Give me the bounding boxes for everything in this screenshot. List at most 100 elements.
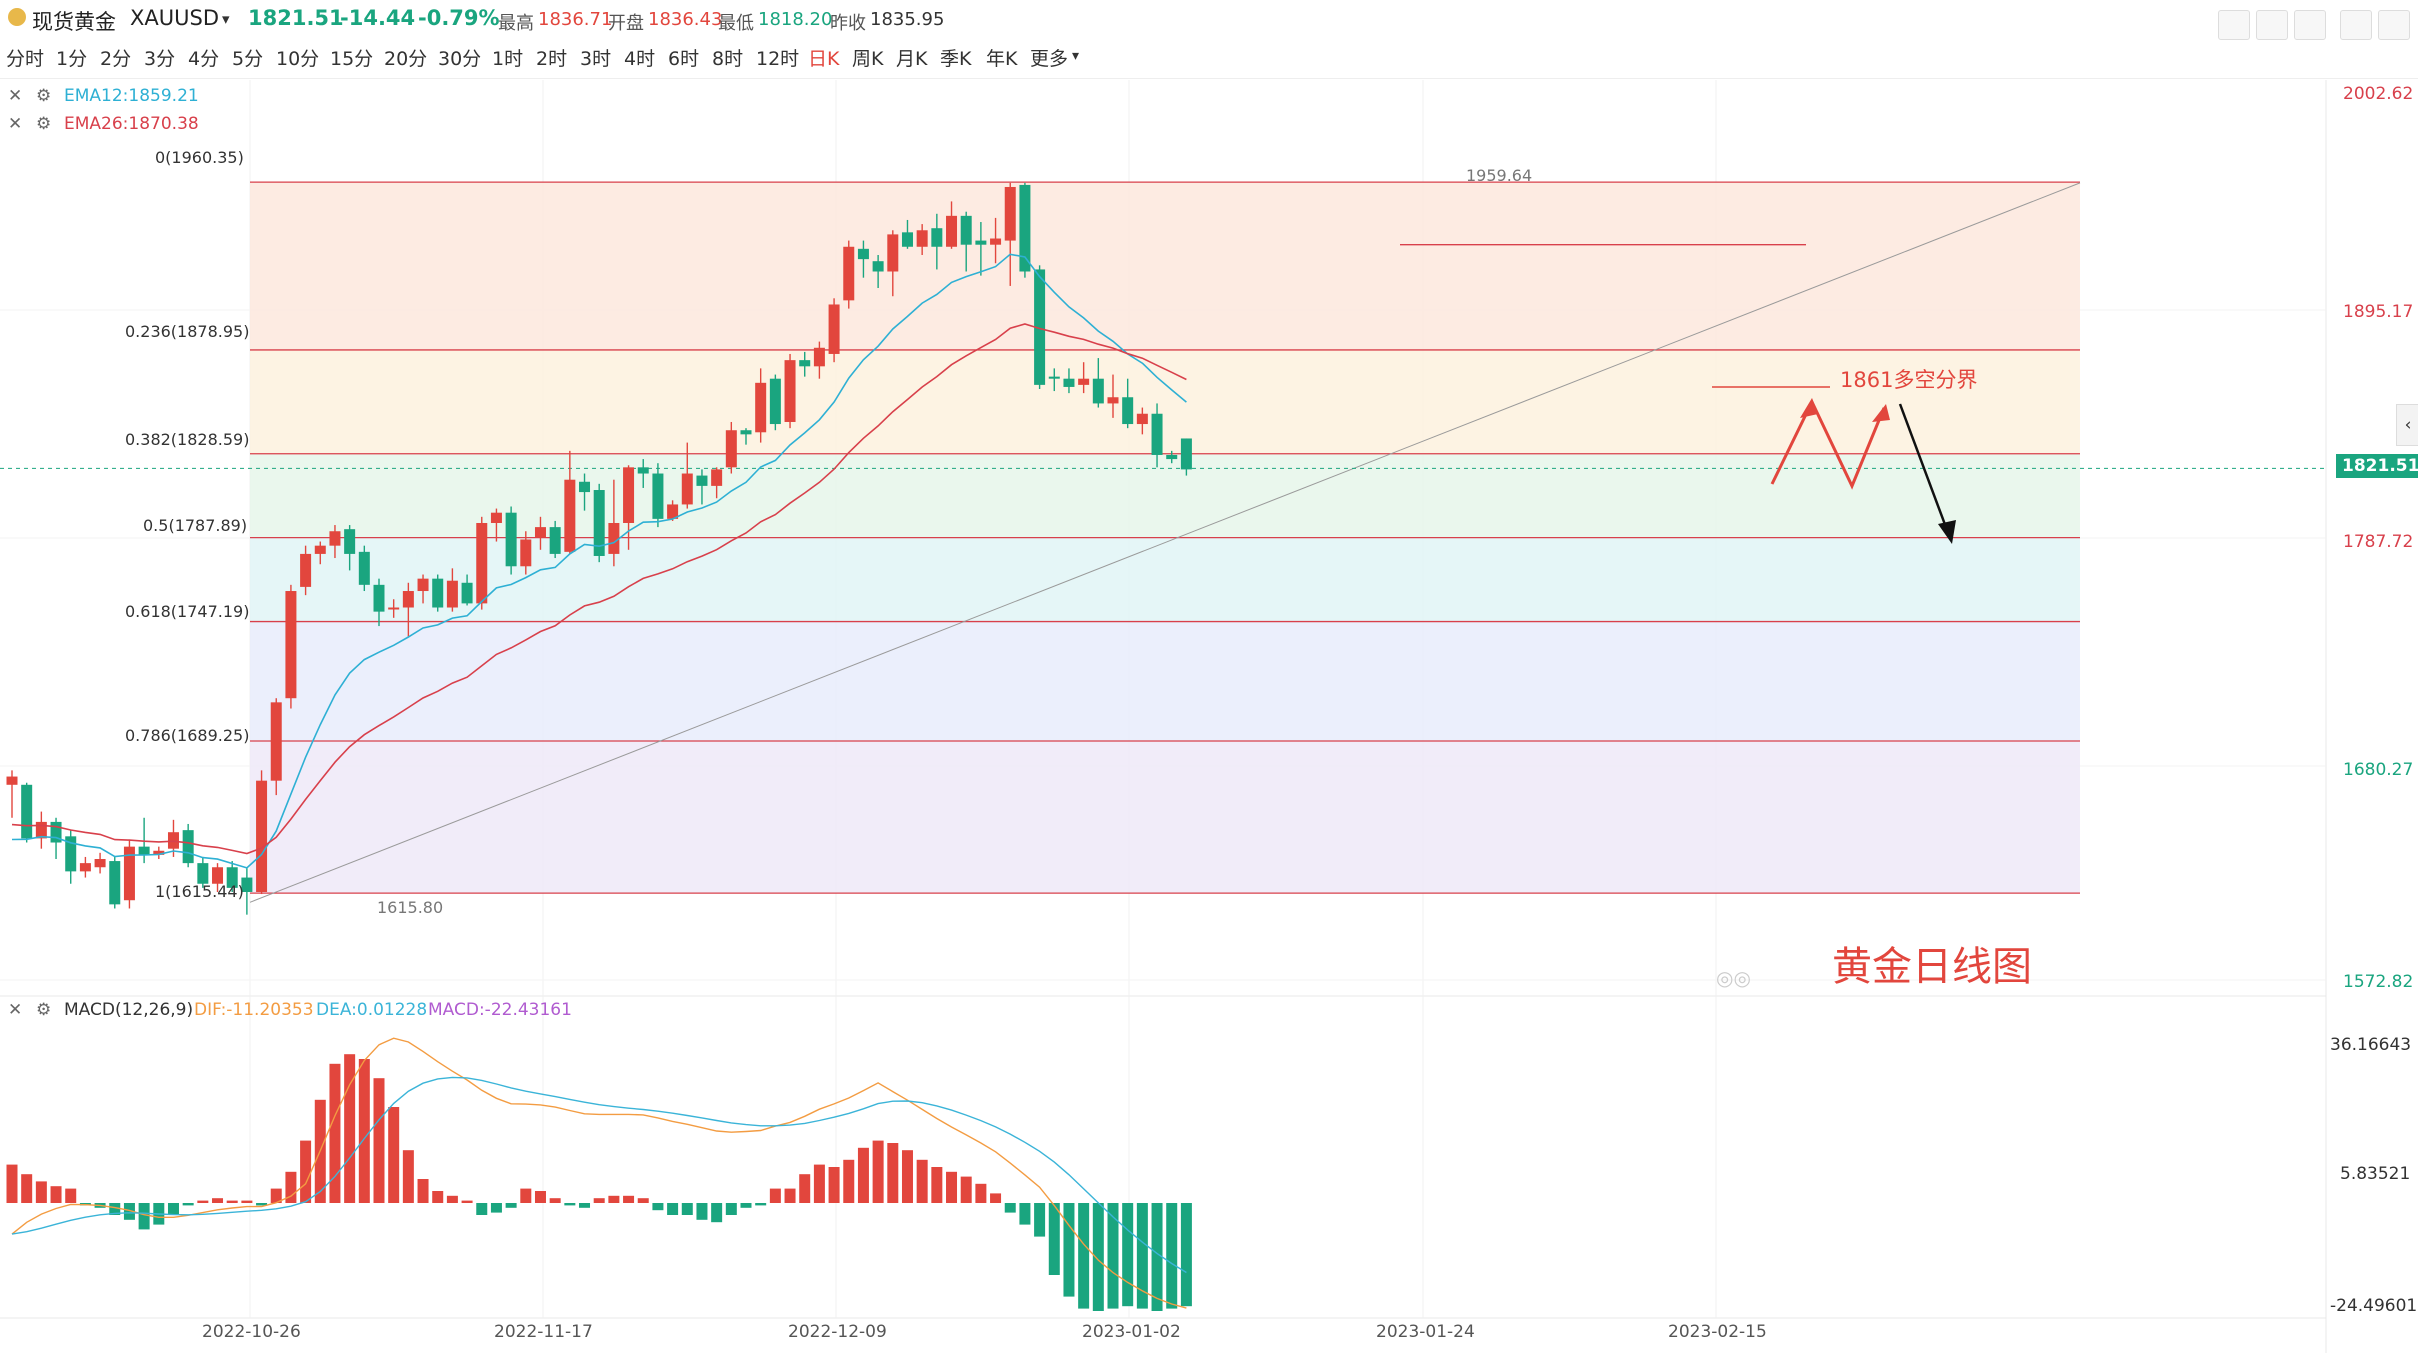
- candle-body-27: [402, 591, 414, 608]
- macd-bar-77: [1136, 1203, 1148, 1309]
- macd-name: MACD(12,26,9): [64, 1000, 194, 1020]
- tf-6[interactable]: 10分: [276, 48, 320, 70]
- macd-bar-39: [579, 1203, 591, 1208]
- candle-body-10: [153, 850, 165, 855]
- candle-body-0: [6, 776, 18, 785]
- chart-caption: 黄金日线图: [1832, 944, 2032, 990]
- tf-10[interactable]: 1时: [492, 48, 524, 70]
- settings-icon[interactable]: [2378, 10, 2410, 40]
- symbol-code[interactable]: XAUUSD: [130, 6, 219, 30]
- tf-1[interactable]: 1分: [56, 48, 88, 70]
- macd-bar-52: [769, 1188, 781, 1203]
- tf-22[interactable]: 更多: [1030, 48, 1069, 70]
- tf-5[interactable]: 5分: [232, 48, 264, 70]
- ema26-line: [11, 323, 1187, 855]
- candle-body-4: [65, 836, 77, 872]
- macd-bar-66: [975, 1183, 987, 1203]
- macd-bar-80: [1180, 1203, 1192, 1307]
- ema12-settings-icon[interactable]: ⚙: [36, 86, 52, 106]
- candle-body-53: [784, 360, 796, 422]
- macd-axis-label-2: -24.49601: [2330, 1296, 2418, 1316]
- ema26-legend: EMA26:1870.38: [64, 114, 199, 134]
- macd-bar-50: [740, 1203, 752, 1208]
- candle-body-28: [417, 578, 429, 592]
- macd-bar-75: [1107, 1203, 1119, 1309]
- tf-3[interactable]: 3分: [144, 48, 176, 70]
- tf-7[interactable]: 15分: [330, 48, 374, 70]
- tf-9[interactable]: 30分: [438, 48, 482, 70]
- macd-bar-35: [520, 1188, 532, 1203]
- candle-body-51: [755, 382, 767, 433]
- tf-13[interactable]: 4时: [624, 48, 656, 70]
- tf-11[interactable]: 2时: [536, 48, 568, 70]
- tf-17[interactable]: 日K: [808, 48, 840, 70]
- candle-body-62: [916, 230, 928, 247]
- macd-bar-33: [490, 1203, 502, 1213]
- macd-bar-1: [21, 1174, 33, 1203]
- tf-19[interactable]: 月K: [896, 48, 928, 70]
- tf-4[interactable]: 4分: [188, 48, 220, 70]
- candle-body-58: [857, 248, 869, 260]
- tf-21[interactable]: 年K: [986, 48, 1018, 70]
- candle-body-29: [432, 578, 444, 608]
- fib-label-0: 0(1960.35): [155, 148, 244, 167]
- fib-band-2: [250, 453, 2080, 538]
- candle-body-67: [990, 238, 1002, 245]
- macd-bar-78: [1151, 1203, 1163, 1311]
- candle-type-icon[interactable]: [2294, 10, 2326, 40]
- remove-ema26-icon[interactable]: ✕: [8, 114, 23, 134]
- candle-body-72: [1063, 378, 1075, 387]
- macd-bar-22: [329, 1063, 341, 1203]
- fib-label-1: 0.236(1878.95): [125, 322, 250, 341]
- candle-body-25: [373, 584, 385, 612]
- more-dropdown-icon[interactable]: ▾: [1072, 48, 1080, 64]
- macd-settings-icon[interactable]: ⚙: [36, 1000, 52, 1020]
- candle-body-50: [740, 430, 752, 435]
- candle-body-57: [843, 246, 855, 301]
- ema26-settings-icon[interactable]: ⚙: [36, 114, 52, 134]
- fib-label-3: 0.5(1787.89): [143, 516, 248, 535]
- macd-bar-76: [1122, 1203, 1134, 1307]
- remove-macd-icon[interactable]: ✕: [8, 1000, 23, 1020]
- line-tool-icon[interactable]: [2218, 10, 2250, 40]
- macd-bar-8: [123, 1203, 135, 1220]
- tf-15[interactable]: 8时: [712, 48, 744, 70]
- price-axis-label-3: 1680.27: [2343, 760, 2414, 780]
- tf-20[interactable]: 季K: [940, 48, 972, 70]
- tf-18[interactable]: 周K: [852, 48, 884, 70]
- macd-bar-57: [843, 1159, 855, 1203]
- date-label-1: 2022-11-17: [494, 1322, 593, 1342]
- remove-ema12-icon[interactable]: ✕: [8, 86, 23, 106]
- fullscreen-icon[interactable]: [2340, 10, 2372, 40]
- macd-bar-46: [681, 1203, 693, 1215]
- tf-0[interactable]: 分时: [6, 48, 45, 70]
- tf-2[interactable]: 2分: [100, 48, 132, 70]
- collapse-panel-icon[interactable]: ‹: [2396, 404, 2418, 446]
- macd-bar-3: [50, 1186, 62, 1203]
- tf-14[interactable]: 6时: [668, 48, 700, 70]
- macd-bar-2: [35, 1181, 47, 1203]
- tf-12[interactable]: 3时: [580, 48, 612, 70]
- macd-bar-44: [652, 1203, 664, 1211]
- macd-bar-29: [432, 1191, 444, 1203]
- fib-band-5: [250, 740, 2080, 894]
- tf-16[interactable]: 12时: [756, 48, 800, 70]
- candle-body-75: [1107, 397, 1119, 404]
- price-axis-label-2: 1787.72: [2343, 532, 2414, 552]
- tf-8[interactable]: 20分: [384, 48, 428, 70]
- forecast-down-arrow: [1898, 403, 1952, 539]
- candle-body-38: [564, 479, 576, 552]
- macd-bar-55: [813, 1164, 825, 1203]
- macd-bar-18: [270, 1188, 282, 1203]
- arrow-head-down: [1938, 520, 1956, 544]
- candle-body-18: [270, 702, 282, 781]
- draw-tool-icon[interactable]: [2256, 10, 2288, 40]
- macd-bar-62: [916, 1159, 928, 1203]
- candle-body-6: [94, 859, 106, 868]
- symbol-dropdown-icon[interactable]: ▾: [222, 10, 230, 28]
- macd-bar-60: [887, 1143, 899, 1203]
- candle-body-68: [1004, 186, 1016, 241]
- symbol-name[interactable]: 现货黄金: [32, 10, 116, 34]
- candle-body-61: [901, 232, 913, 247]
